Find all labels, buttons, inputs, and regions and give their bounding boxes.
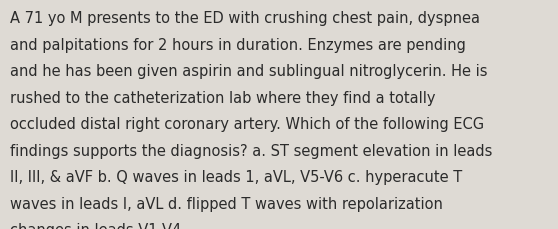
Text: and palpitations for 2 hours in duration. Enzymes are pending: and palpitations for 2 hours in duration… <box>10 38 466 53</box>
Text: waves in leads I, aVL d. flipped T waves with repolarization: waves in leads I, aVL d. flipped T waves… <box>10 196 443 211</box>
Text: changes in leads V1-V4: changes in leads V1-V4 <box>10 222 181 229</box>
Text: A 71 yo M presents to the ED with crushing chest pain, dyspnea: A 71 yo M presents to the ED with crushi… <box>10 11 480 26</box>
Text: II, III, & aVF b. Q waves in leads 1, aVL, V5-V6 c. hyperacute T: II, III, & aVF b. Q waves in leads 1, aV… <box>10 169 462 184</box>
Text: findings supports the diagnosis? a. ST segment elevation in leads: findings supports the diagnosis? a. ST s… <box>10 143 492 158</box>
Text: rushed to the catheterization lab where they find a totally: rushed to the catheterization lab where … <box>10 90 436 105</box>
Text: and he has been given aspirin and sublingual nitroglycerin. He is: and he has been given aspirin and sublin… <box>10 64 488 79</box>
Text: occluded distal right coronary artery. Which of the following ECG: occluded distal right coronary artery. W… <box>10 117 484 132</box>
